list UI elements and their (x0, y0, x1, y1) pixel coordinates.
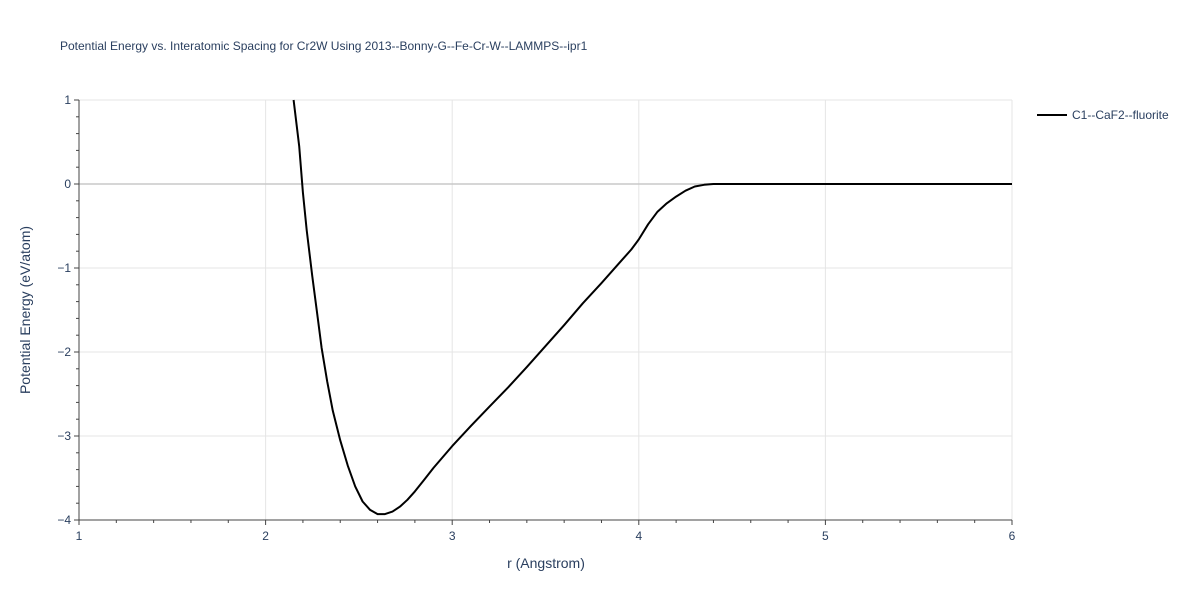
x-tick-label: 5 (822, 529, 829, 543)
y-tick-label: −1 (57, 261, 71, 275)
series-layer (292, 99, 1012, 516)
x-axis-title: r (Angstrom) (507, 555, 585, 571)
y-axis-title: Potential Energy (eV/atom) (17, 226, 33, 394)
x-tick-label: 3 (449, 529, 456, 543)
chart-title: Potential Energy vs. Interatomic Spacing… (60, 39, 588, 53)
series-line[interactable] (292, 99, 1012, 516)
grid-layer (79, 99, 1013, 520)
y-tick-label: −4 (57, 513, 71, 527)
axis-layer: 1 2 3 4 5 6 1 0 −1 −2 −3 −4 (57, 93, 1015, 543)
y-tick-label: 0 (64, 177, 71, 191)
x-tick-label: 6 (1009, 529, 1016, 543)
x-tick-label: 4 (635, 529, 642, 543)
y-tick-label: −2 (57, 345, 71, 359)
legend-label: C1--CaF2--fluorite (1072, 108, 1169, 122)
legend[interactable]: C1--CaF2--fluorite (1037, 108, 1169, 122)
y-tick-label: −3 (57, 429, 71, 443)
y-tick-label: 1 (64, 93, 71, 107)
x-tick-label: 1 (76, 529, 83, 543)
x-tick-label: 2 (262, 529, 269, 543)
